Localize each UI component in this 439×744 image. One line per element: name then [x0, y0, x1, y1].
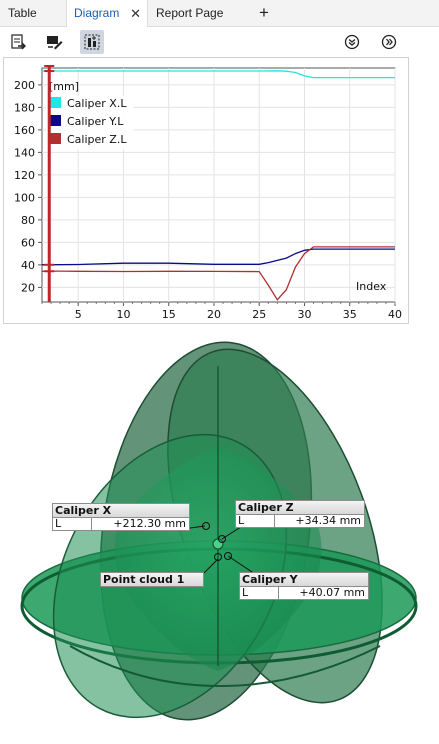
caliper-y-label[interactable]: Caliper Y L +40.07 mm [239, 572, 369, 600]
caliper-y-value-row: L +40.07 mm [239, 586, 369, 600]
caliper-line-chart[interactable]: 5 10 15 20 25 30 35 40 20 40 60 80 100 120 140 160 180 20… [4, 58, 408, 323]
x-tick-label: 30 [297, 308, 311, 321]
expand-down-icon [344, 34, 360, 50]
x-tick-label: 25 [252, 308, 266, 321]
caliper-x-anchor[interactable] [202, 522, 210, 530]
diagram-toolbar [0, 27, 439, 57]
tab-report-page[interactable]: Report Page [156, 0, 236, 26]
y-unit-label: [mm] [49, 80, 79, 93]
expand-right-icon [381, 34, 397, 50]
y-tick-label: 200 [14, 79, 35, 92]
caliper-y-value: +40.07 mm [299, 586, 365, 599]
caliper-x-label[interactable]: Caliper X L +212.30 mm [52, 503, 190, 531]
caliper-x-value-row: L +212.30 mm [52, 517, 190, 531]
legend-label: Caliper Y.L [67, 115, 124, 128]
series-line-3 [41, 246, 395, 301]
caliper-z-value: +34.34 mm [295, 514, 361, 527]
export-icon [11, 34, 26, 50]
edit-icon [47, 36, 63, 50]
y-tick-label: 160 [14, 124, 35, 137]
lower-rim-edge [69, 645, 381, 688]
y-tick-label: 180 [14, 101, 35, 114]
y-tick-label: 80 [21, 214, 35, 227]
legend-swatch [50, 115, 61, 126]
sphere-point-cloud-render [20, 341, 418, 721]
document-tab-bar: Table Diagram ✕ Report Page + [0, 0, 439, 27]
x-tick-label: 5 [75, 308, 82, 321]
x-tick-label: 20 [207, 308, 221, 321]
y-tick-label: 60 [21, 236, 35, 249]
close-icon[interactable]: ✕ [130, 6, 141, 21]
y-tick-label: 20 [21, 281, 35, 294]
caliper-y-anchor[interactable] [224, 552, 232, 560]
caliper-z-anchor[interactable] [218, 535, 226, 543]
x-tick-label: 15 [162, 308, 176, 321]
point-cloud-center[interactable] [212, 538, 224, 550]
legend-label: Caliper Z.L [67, 133, 127, 146]
point-cloud-title: Point cloud 1 [100, 572, 204, 587]
chart-select-button[interactable] [80, 30, 104, 54]
legend-swatch [50, 97, 61, 108]
edit-button[interactable] [42, 30, 66, 54]
caliper-z-value-row: L +34.34 mm [235, 514, 365, 528]
3d-viewport[interactable]: Caliper X L +212.30 mm Caliper Z L +34.3… [0, 326, 439, 744]
x-axis-label: Index [356, 280, 387, 293]
y-tick-label: 120 [14, 169, 35, 182]
caliper-x-key: L [55, 517, 62, 530]
series-line-2 [41, 248, 395, 266]
export-button[interactable] [6, 30, 30, 54]
collapse-right-button[interactable] [377, 30, 401, 54]
tab-report-page-label: Report Page [156, 6, 224, 20]
caliper-z-title: Caliper Z [235, 500, 365, 514]
add-tab-icon[interactable]: + [259, 3, 269, 22]
collapse-down-button[interactable] [340, 30, 364, 54]
legend-label: Caliper X.L [67, 97, 127, 110]
caliper-y-key: L [242, 586, 249, 599]
cursor-marker[interactable] [44, 65, 55, 302]
x-tick-label: 35 [343, 308, 357, 321]
x-tick-label: 10 [116, 308, 130, 321]
diagram-panel: 5 10 15 20 25 30 35 40 20 40 60 80 100 120 140 160 180 20… [3, 57, 409, 324]
y-tick-label: 100 [14, 191, 35, 204]
point-cloud-anchor[interactable] [214, 553, 222, 561]
chart-legend: Caliper X.L Caliper Y.L Caliper Z.L [46, 96, 134, 150]
chart-select-icon [84, 34, 100, 50]
y-tick-label: 40 [21, 259, 35, 272]
tab-diagram[interactable]: Diagram ✕ [66, 0, 148, 27]
series-line-1 [42, 70, 395, 79]
tab-diagram-label: Diagram [74, 6, 120, 20]
x-tick-label: 40 [388, 308, 402, 321]
caliper-x-title: Caliper X [52, 503, 190, 517]
caliper-z-label[interactable]: Caliper Z L +34.34 mm [235, 500, 365, 528]
caliper-z-key: L [238, 514, 245, 527]
caliper-x-value: +212.30 mm [113, 517, 186, 530]
legend-swatch [50, 133, 61, 144]
caliper-y-title: Caliper Y [239, 572, 369, 586]
tab-table[interactable]: Table [8, 0, 63, 26]
y-tick-label: 140 [14, 146, 35, 159]
tab-table-label: Table [8, 6, 37, 20]
point-cloud-label[interactable]: Point cloud 1 [100, 572, 204, 587]
